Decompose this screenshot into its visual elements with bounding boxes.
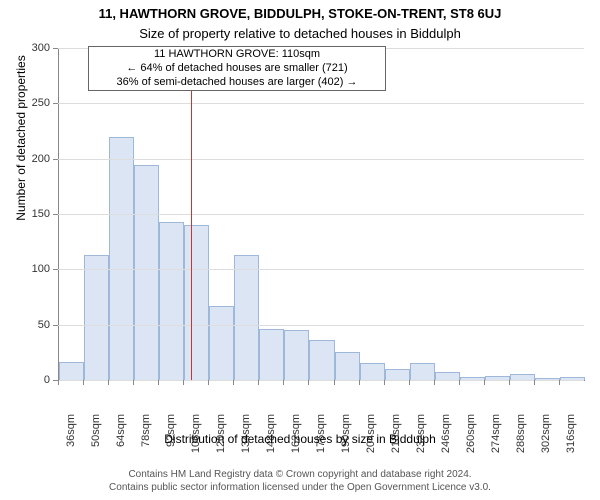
histogram-bar [309,340,334,380]
ytick-mark [53,325,58,326]
ytick-label: 200 [32,153,50,165]
annotation-line1: 11 HAWTHORN GROVE: 110sqm [89,48,385,62]
histogram-bar [109,137,134,380]
xtick-mark [434,380,435,385]
histogram-bar [209,306,234,380]
xtick-mark [384,380,385,385]
footer-line1: Contains HM Land Registry data © Crown c… [0,468,600,481]
chart-title-address: 11, HAWTHORN GROVE, BIDDULPH, STOKE-ON-T… [0,6,600,21]
xtick-mark [334,380,335,385]
annotation-line2: ← 64% of detached houses are smaller (72… [89,62,385,76]
xtick-mark [233,380,234,385]
gridline-h [58,269,584,270]
y-axis-label: Number of detached properties [14,0,28,304]
ytick-mark [53,269,58,270]
histogram-bar [259,329,284,380]
histogram-bar [184,225,209,380]
xtick-mark [208,380,209,385]
xtick-mark [359,380,360,385]
gridline-h [58,214,584,215]
chart-subtitle: Size of property relative to detached ho… [0,26,600,41]
histogram-bar [234,255,259,380]
histogram-bar [59,362,84,380]
histogram-bar [134,165,159,380]
xtick-mark [484,380,485,385]
gridline-h [58,103,584,104]
histogram-bar [410,363,435,380]
ytick-mark [53,103,58,104]
chart-container: { "titles": { "line1": "11, HAWTHORN GRO… [0,0,600,500]
xtick-mark [559,380,560,385]
xtick-mark [158,380,159,385]
ytick-mark [53,214,58,215]
annotation-line3: 36% of semi-detached houses are larger (… [89,76,385,90]
histogram-bar [360,363,385,380]
xtick-mark [509,380,510,385]
ytick-label: 300 [32,42,50,54]
ytick-label: 0 [44,374,50,386]
reference-line [191,48,192,380]
histogram-bar [435,372,460,380]
xtick-mark [459,380,460,385]
gridline-h [58,159,584,160]
xtick-mark [183,380,184,385]
ytick-label: 150 [32,208,50,220]
xtick-mark [83,380,84,385]
xtick-mark [283,380,284,385]
ytick-mark [53,48,58,49]
gridline-h [58,325,584,326]
ytick-label: 250 [32,97,50,109]
xtick-mark [133,380,134,385]
histogram-bar [335,352,360,380]
annotation-box: 11 HAWTHORN GROVE: 110sqm ← 64% of detac… [88,46,386,91]
histogram-bar [84,255,109,380]
footer-line2: Contains public sector information licen… [0,481,600,494]
xtick-mark [58,380,59,385]
histogram-bar [284,330,309,380]
histogram-bar [159,222,184,380]
ytick-label: 100 [32,263,50,275]
footer: Contains HM Land Registry data © Crown c… [0,468,600,494]
gridline-h [58,380,584,381]
histogram-bar [385,369,410,380]
xtick-mark [409,380,410,385]
xtick-mark [258,380,259,385]
ytick-mark [53,159,58,160]
xtick-mark [308,380,309,385]
xtick-mark [108,380,109,385]
xtick-mark [534,380,535,385]
ytick-label: 50 [38,319,50,331]
x-axis-label: Distribution of detached houses by size … [0,432,600,446]
